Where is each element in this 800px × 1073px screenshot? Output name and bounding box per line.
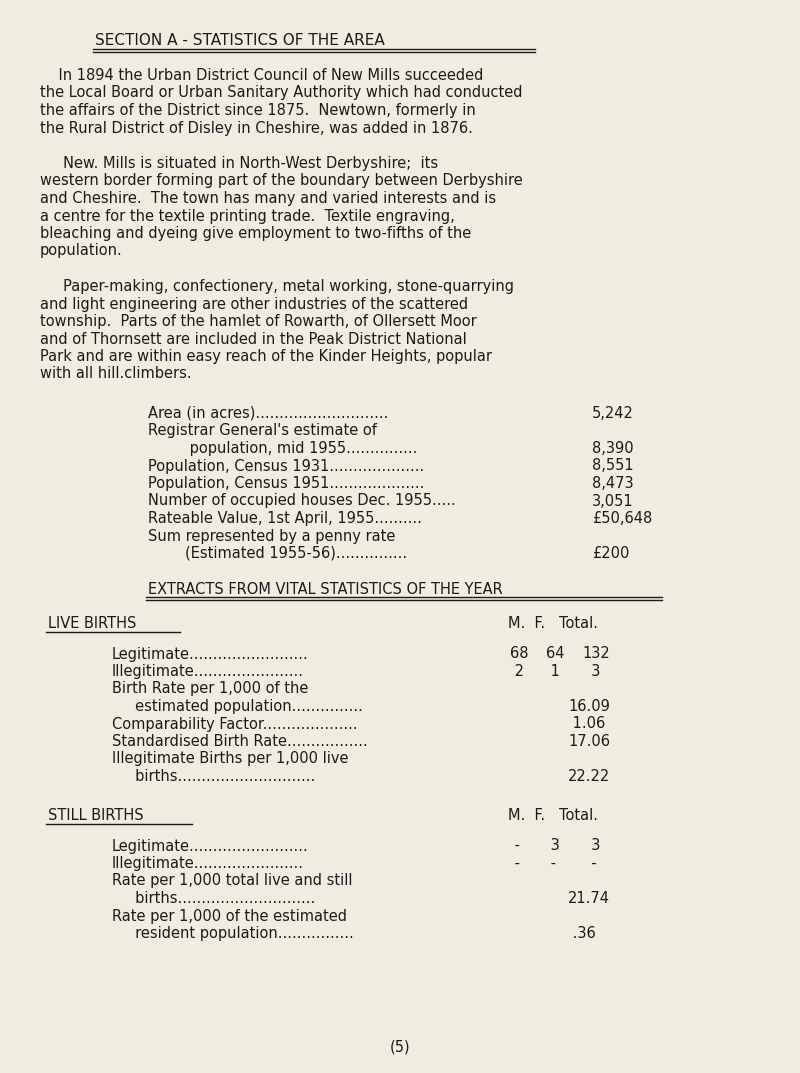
Text: SECTION A - STATISTICS OF THE AREA: SECTION A - STATISTICS OF THE AREA [95, 33, 385, 48]
Text: births.............................: births............................. [112, 769, 315, 784]
Text: Illegitimate.......................: Illegitimate....................... [112, 664, 304, 679]
Text: population.: population. [40, 244, 122, 259]
Text: Sum represented by a penny rate: Sum represented by a penny rate [148, 529, 395, 544]
Text: 8,551: 8,551 [592, 458, 634, 473]
Text: Population, Census 1931....................: Population, Census 1931.................… [148, 458, 424, 473]
Text: .36: .36 [568, 926, 596, 941]
Text: (Estimated 1955-56)...............: (Estimated 1955-56)............... [148, 546, 407, 561]
Text: the Rural District of Disley in Cheshire, was added in 1876.: the Rural District of Disley in Cheshire… [40, 120, 473, 135]
Text: resident population................: resident population................ [112, 926, 354, 941]
Text: Rate per 1,000 of the estimated: Rate per 1,000 of the estimated [112, 909, 347, 924]
Text: -: - [510, 838, 520, 853]
Text: 68: 68 [510, 647, 529, 661]
Text: population, mid 1955...............: population, mid 1955............... [148, 441, 418, 456]
Text: estimated population...............: estimated population............... [112, 699, 363, 714]
Text: Number of occupied houses Dec. 1955.....: Number of occupied houses Dec. 1955..... [148, 494, 456, 509]
Text: Area (in acres)............................: Area (in acres).........................… [148, 406, 388, 421]
Text: township.  Parts of the hamlet of Rowarth, of Ollersett Moor: township. Parts of the hamlet of Rowarth… [40, 314, 477, 329]
Text: 1.06: 1.06 [568, 717, 606, 732]
Text: a centre for the textile printing trade.  Textile engraving,: a centre for the textile printing trade.… [40, 208, 454, 223]
Text: -: - [582, 856, 597, 871]
Text: £50,648: £50,648 [592, 511, 652, 526]
Text: 8,473: 8,473 [592, 476, 634, 491]
Text: 5,242: 5,242 [592, 406, 634, 421]
Text: STILL BIRTHS: STILL BIRTHS [48, 808, 144, 823]
Text: bleaching and dyeing give employment to two-fifths of the: bleaching and dyeing give employment to … [40, 226, 471, 241]
Text: M.  F.   Total.: M. F. Total. [508, 617, 598, 632]
Text: and light engineering are other industries of the scattered: and light engineering are other industri… [40, 296, 468, 311]
Text: M.  F.   Total.: M. F. Total. [508, 808, 598, 823]
Text: £200: £200 [592, 546, 630, 561]
Text: the Local Board or Urban Sanitary Authority which had conducted: the Local Board or Urban Sanitary Author… [40, 86, 522, 101]
Text: Standardised Birth Rate.................: Standardised Birth Rate................. [112, 734, 368, 749]
Text: Legitimate.........................: Legitimate......................... [112, 838, 309, 853]
Text: 21.74: 21.74 [568, 891, 610, 906]
Text: Legitimate.........................: Legitimate......................... [112, 647, 309, 661]
Text: 64: 64 [546, 647, 565, 661]
Text: 132: 132 [582, 647, 610, 661]
Text: western border forming part of the boundary between Derbyshire: western border forming part of the bound… [40, 174, 522, 189]
Text: 17.06: 17.06 [568, 734, 610, 749]
Text: Comparability Factor....................: Comparability Factor.................... [112, 717, 358, 732]
Text: 3: 3 [546, 838, 560, 853]
Text: and Cheshire.  The town has many and varied interests and is: and Cheshire. The town has many and vari… [40, 191, 496, 206]
Text: 16.09: 16.09 [568, 699, 610, 714]
Text: Rateable Value, 1st April, 1955..........: Rateable Value, 1st April, 1955.........… [148, 511, 422, 526]
Text: LIVE BIRTHS: LIVE BIRTHS [48, 617, 136, 632]
Text: -: - [546, 856, 556, 871]
Text: 2: 2 [510, 664, 524, 679]
Text: 1: 1 [546, 664, 560, 679]
Text: -: - [510, 856, 520, 871]
Text: 3,051: 3,051 [592, 494, 634, 509]
Text: EXTRACTS FROM VITAL STATISTICS OF THE YEAR: EXTRACTS FROM VITAL STATISTICS OF THE YE… [148, 582, 502, 597]
Text: Population, Census 1951....................: Population, Census 1951.................… [148, 476, 424, 491]
Text: Birth Rate per 1,000 of the: Birth Rate per 1,000 of the [112, 681, 308, 696]
Text: births.............................: births............................. [112, 891, 315, 906]
Text: 22.22: 22.22 [568, 769, 610, 784]
Text: New. Mills is situated in North-West Derbyshire;  its: New. Mills is situated in North-West Der… [40, 156, 438, 171]
Text: 8,390: 8,390 [592, 441, 634, 456]
Text: Park and are within easy reach of the Kinder Heights, popular: Park and are within easy reach of the Ki… [40, 349, 492, 364]
Text: with all hill.climbers.: with all hill.climbers. [40, 367, 192, 382]
Text: Rate per 1,000 total live and still: Rate per 1,000 total live and still [112, 873, 353, 888]
Text: Illegitimate Births per 1,000 live: Illegitimate Births per 1,000 live [112, 751, 349, 766]
Text: (5): (5) [390, 1040, 410, 1055]
Text: the affairs of the District since 1875.  Newtown, formerly in: the affairs of the District since 1875. … [40, 103, 476, 118]
Text: Registrar General's estimate of: Registrar General's estimate of [148, 424, 377, 439]
Text: In 1894 the Urban District Council of New Mills succeeded: In 1894 the Urban District Council of Ne… [40, 68, 483, 83]
Text: and of Thornsett are included in the Peak District National: and of Thornsett are included in the Pea… [40, 332, 466, 347]
Text: 3: 3 [582, 838, 600, 853]
Text: 3: 3 [582, 664, 600, 679]
Text: Paper-making, confectionery, metal working, stone-quarrying: Paper-making, confectionery, metal worki… [40, 279, 514, 294]
Text: Illegitimate.......................: Illegitimate....................... [112, 856, 304, 871]
